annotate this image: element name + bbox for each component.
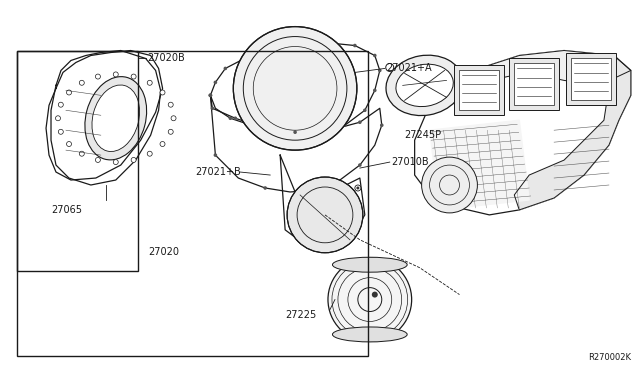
Circle shape bbox=[358, 163, 362, 167]
Circle shape bbox=[228, 116, 232, 120]
Circle shape bbox=[113, 72, 118, 77]
Circle shape bbox=[95, 157, 100, 163]
Polygon shape bbox=[429, 51, 631, 105]
Bar bbox=[515, 64, 554, 105]
Circle shape bbox=[234, 116, 237, 120]
Circle shape bbox=[209, 93, 212, 97]
Circle shape bbox=[284, 44, 287, 47]
Bar bbox=[566, 54, 616, 105]
Ellipse shape bbox=[92, 85, 140, 151]
Circle shape bbox=[353, 44, 356, 47]
Circle shape bbox=[168, 129, 173, 134]
Circle shape bbox=[79, 151, 84, 156]
Circle shape bbox=[95, 74, 100, 79]
Ellipse shape bbox=[386, 55, 463, 116]
Circle shape bbox=[380, 124, 383, 127]
Circle shape bbox=[373, 89, 376, 92]
Text: 27245P: 27245P bbox=[404, 130, 442, 140]
Circle shape bbox=[422, 157, 477, 213]
Circle shape bbox=[372, 292, 378, 298]
Circle shape bbox=[293, 128, 297, 132]
Circle shape bbox=[358, 121, 362, 124]
Circle shape bbox=[160, 141, 165, 147]
Circle shape bbox=[378, 69, 381, 72]
Polygon shape bbox=[211, 95, 382, 192]
Bar bbox=[454, 65, 504, 115]
Circle shape bbox=[211, 106, 214, 110]
Bar bbox=[17, 51, 368, 356]
Text: 27020: 27020 bbox=[148, 247, 180, 257]
Text: 27225: 27225 bbox=[285, 310, 316, 320]
Circle shape bbox=[79, 80, 84, 85]
Circle shape bbox=[214, 153, 217, 157]
Text: 27021+A: 27021+A bbox=[387, 64, 433, 73]
Circle shape bbox=[214, 81, 217, 84]
Text: 27010B: 27010B bbox=[392, 157, 429, 167]
Ellipse shape bbox=[85, 77, 147, 160]
Circle shape bbox=[363, 109, 367, 112]
Polygon shape bbox=[515, 55, 631, 210]
Text: 27020B: 27020B bbox=[148, 54, 186, 64]
Circle shape bbox=[328, 258, 412, 341]
Circle shape bbox=[171, 116, 176, 121]
Circle shape bbox=[209, 93, 212, 97]
Circle shape bbox=[343, 124, 347, 127]
Text: R270002K: R270002K bbox=[588, 353, 631, 362]
Circle shape bbox=[147, 80, 152, 85]
Text: 27065: 27065 bbox=[51, 205, 82, 215]
Circle shape bbox=[356, 186, 359, 189]
Circle shape bbox=[67, 90, 72, 95]
Circle shape bbox=[386, 64, 394, 71]
Circle shape bbox=[264, 126, 267, 130]
Polygon shape bbox=[51, 51, 161, 185]
Polygon shape bbox=[429, 120, 529, 210]
Ellipse shape bbox=[332, 327, 407, 342]
Circle shape bbox=[58, 129, 63, 134]
Circle shape bbox=[67, 141, 72, 147]
Circle shape bbox=[313, 188, 317, 192]
Circle shape bbox=[373, 54, 376, 57]
Polygon shape bbox=[280, 155, 365, 245]
Circle shape bbox=[293, 131, 297, 134]
Polygon shape bbox=[211, 42, 380, 132]
Bar bbox=[17, 51, 138, 271]
Bar bbox=[509, 58, 559, 110]
Circle shape bbox=[160, 90, 165, 95]
Circle shape bbox=[264, 186, 267, 190]
Circle shape bbox=[209, 93, 212, 97]
Circle shape bbox=[287, 177, 363, 253]
Circle shape bbox=[113, 160, 118, 164]
Circle shape bbox=[234, 26, 357, 150]
Circle shape bbox=[248, 54, 252, 57]
Circle shape bbox=[223, 67, 227, 70]
Circle shape bbox=[147, 151, 152, 156]
Polygon shape bbox=[46, 51, 163, 180]
Text: 27021+B: 27021+B bbox=[195, 167, 241, 177]
Circle shape bbox=[318, 131, 322, 134]
Bar bbox=[460, 70, 499, 110]
Circle shape bbox=[58, 102, 63, 107]
Ellipse shape bbox=[332, 257, 407, 272]
Circle shape bbox=[323, 41, 327, 44]
Circle shape bbox=[355, 185, 361, 191]
Circle shape bbox=[168, 102, 173, 107]
Circle shape bbox=[56, 116, 60, 121]
Ellipse shape bbox=[396, 64, 453, 107]
Polygon shape bbox=[415, 51, 631, 215]
Circle shape bbox=[131, 157, 136, 163]
Circle shape bbox=[131, 74, 136, 79]
Bar bbox=[571, 58, 611, 100]
